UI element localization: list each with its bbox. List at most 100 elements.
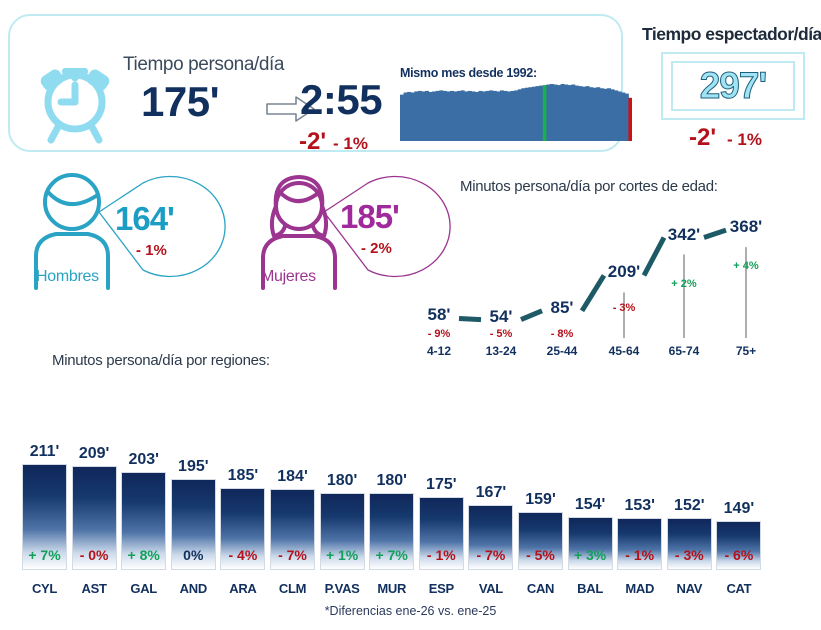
bar-category-label: GAL: [130, 581, 157, 596]
women-delta-pct: - 2%: [361, 240, 392, 257]
spectator-value-frame: 297': [661, 52, 805, 120]
age-value: 58': [427, 305, 451, 325]
person-time-panel: Tiempo persona/día 175' 2:55 -2' - 1% Mi…: [8, 14, 632, 155]
bar-category-label: P.VAS: [324, 581, 360, 596]
history-chart-title: Mismo mes desde 1992:: [400, 66, 537, 80]
men-label: Hombres: [36, 268, 99, 285]
bar-column: 211' + 7%: [22, 438, 67, 570]
age-value: 54': [489, 306, 513, 326]
age-cuts-chart-title: Minutos persona/día por cortes de edad:: [460, 178, 718, 195]
age-delta-pct: - 8%: [550, 328, 574, 340]
bar-category-label: MAD: [625, 581, 655, 596]
bar-delta-pct: + 3%: [573, 547, 607, 563]
bar-rect[interactable]: + 7%: [22, 464, 67, 570]
bar-rect[interactable]: + 3%: [567, 516, 613, 570]
bar-rect[interactable]: - 0%: [71, 466, 117, 570]
bar-delta-pct: 0%: [183, 547, 204, 563]
bar-column: 154' + 3%: [567, 491, 613, 570]
bar-category-label: BAL: [577, 581, 603, 596]
gender-block-women: Mujeres 185' - 2%: [255, 170, 455, 295]
spectator-delta-pct: - 1%: [727, 130, 763, 149]
bar-rect[interactable]: - 7%: [270, 489, 315, 570]
age-category-label: 13-24: [485, 344, 517, 358]
bar-column: 167' - 7%: [468, 479, 514, 570]
regions-chart-title: Minutos persona/día por regiones:: [52, 352, 270, 369]
footnote: *Diferencias ene-26 vs. ene-25: [324, 604, 497, 618]
bar-rect[interactable]: + 8%: [121, 471, 167, 570]
age-value: 209': [607, 262, 641, 282]
bar-category-label: AND: [179, 581, 208, 596]
bar-delta-pct: - 7%: [476, 547, 506, 563]
bar-value-label: 167': [475, 483, 507, 501]
bar-column: 159' - 5%: [518, 486, 563, 570]
age-category-label: 4-12: [426, 344, 452, 358]
bar-delta-pct: + 7%: [28, 547, 61, 563]
bar-value-label: 180': [326, 471, 358, 489]
bar-rect[interactable]: - 3%: [666, 518, 712, 570]
bar-delta-pct: - 4%: [228, 547, 258, 563]
men-delta-pct: - 1%: [136, 242, 167, 259]
bar-rect[interactable]: - 1%: [617, 517, 663, 570]
age-category-label: 65-74: [668, 344, 700, 358]
bar-category-label: VAL: [478, 581, 503, 596]
women-person-icon: [261, 175, 337, 290]
age-category-label: 45-64: [608, 344, 640, 358]
bar-value-label: 185': [227, 467, 259, 485]
bar-column: 149' - 6%: [716, 495, 762, 570]
person-minutes-value: 175': [141, 78, 220, 125]
bar-value-label: 184': [277, 468, 308, 486]
bar-category-label: CAT: [726, 581, 752, 596]
bar-category-label: AST: [81, 581, 107, 596]
gender-block-men: Hombres 164' - 1%: [30, 170, 230, 295]
spectator-delta-abs: -2': [689, 124, 717, 151]
alarm-clock-icon: [40, 68, 110, 144]
bar-value-label: 175': [426, 476, 457, 494]
bar-delta-pct: - 1%: [625, 547, 655, 563]
bar-delta-pct: - 7%: [278, 547, 307, 563]
bar-column: 195' 0%: [170, 453, 216, 570]
spectator-value: 297': [699, 65, 768, 107]
bar-delta-pct: + 1%: [325, 547, 359, 563]
bar-rect[interactable]: + 1%: [319, 492, 365, 570]
bar-value-label: 149': [723, 500, 755, 518]
regions-bar-chart: *Diferencias ene-26 vs. ene-25 211' + 7% C…: [8, 418, 813, 618]
bar-rect[interactable]: - 1%: [418, 497, 464, 570]
bar-category-label: MUR: [377, 581, 407, 596]
person-hhmm-value: 2:55: [300, 76, 383, 123]
person-delta-pct: - 1%: [333, 134, 369, 153]
bar-delta-pct: - 5%: [526, 547, 555, 563]
bar-category-label: NAV: [676, 581, 703, 596]
bar-rect[interactable]: - 4%: [220, 488, 266, 570]
bar-column: 175' - 1%: [418, 471, 464, 570]
bar-column: 180' + 1%: [319, 467, 365, 570]
bar-value-label: 154': [574, 495, 606, 513]
bar-category-label: CLM: [278, 581, 307, 596]
bar-rect[interactable]: - 7%: [468, 504, 514, 570]
bar-delta-pct: - 0%: [79, 547, 109, 563]
person-delta-abs: -2': [299, 128, 327, 155]
women-value: 185': [340, 198, 400, 235]
women-bubble-icon: [323, 175, 451, 278]
person-delta: -2' - 1%: [299, 128, 368, 156]
age-value: 85': [550, 297, 574, 317]
bar-rect[interactable]: 0%: [170, 479, 216, 570]
bar-category-label: ARA: [229, 581, 257, 596]
age-value: 368': [729, 217, 763, 237]
bar-column: 185' - 4%: [220, 462, 266, 570]
men-person-icon: [34, 173, 110, 290]
history-chart: [400, 84, 632, 141]
age-delta-pct: - 5%: [489, 328, 513, 340]
age-value: 342': [667, 224, 701, 244]
bar-value-label: 209': [78, 445, 110, 463]
bar-value-label: 180': [376, 471, 407, 489]
bar-delta-pct: - 1%: [426, 547, 456, 563]
arrow-right-icon: [266, 96, 315, 122]
bar-value-label: 152': [674, 497, 705, 515]
bar-delta-pct: + 7%: [375, 547, 408, 563]
bar-column: 180' + 7%: [369, 467, 415, 570]
bar-rect[interactable]: + 7%: [369, 492, 415, 570]
bar-rect[interactable]: - 6%: [716, 521, 762, 570]
age-delta-pct: - 9%: [427, 328, 451, 340]
bar-column: 209' - 0%: [71, 440, 117, 570]
bar-rect[interactable]: - 5%: [518, 512, 563, 570]
